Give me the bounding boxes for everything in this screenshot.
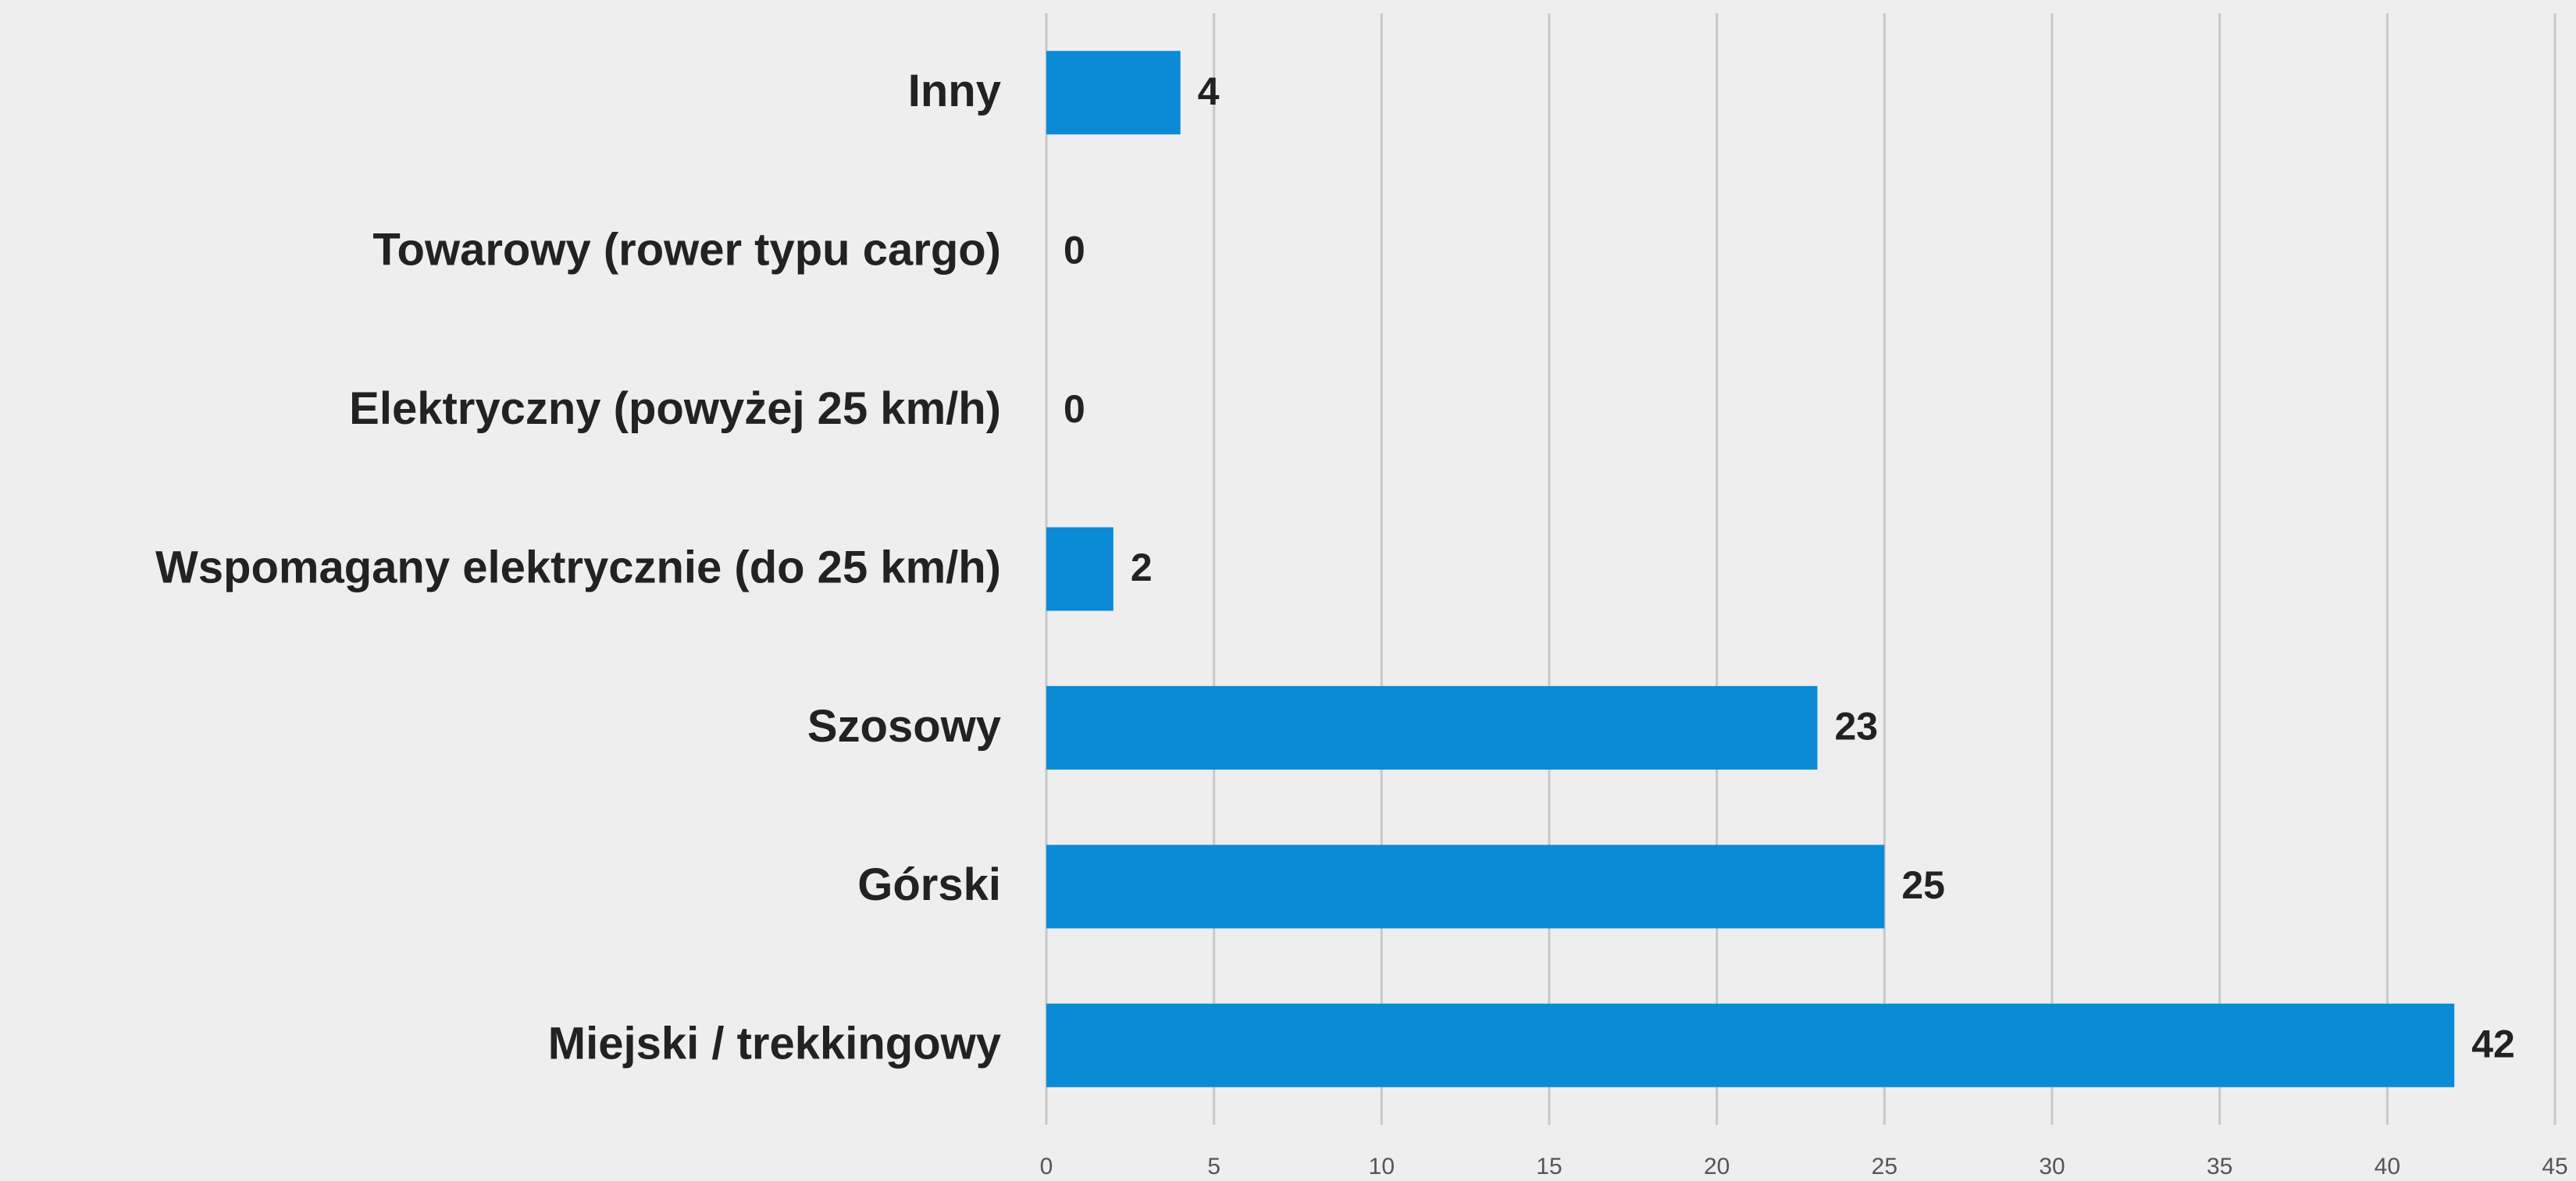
category-label: Miejski / trekkingowy: [548, 1019, 1001, 1069]
x-tick-label: 40: [2375, 1154, 2400, 1179]
value-label: 42: [2471, 1022, 2515, 1065]
category-label: Górski: [857, 859, 1001, 910]
category-label: Towarowy (rower typu cargo): [372, 224, 1001, 275]
bar: [1046, 845, 1885, 929]
bar: [1046, 1003, 2455, 1087]
x-tick-label: 5: [1207, 1154, 1220, 1179]
bar: [1046, 527, 1113, 611]
x-tick-label: 0: [1040, 1154, 1053, 1179]
value-label: 0: [1064, 228, 1085, 272]
category-label: Wspomagany elektrycznie (do 25 km/h): [155, 542, 1001, 592]
x-tick-label: 10: [1369, 1154, 1395, 1179]
value-label: 2: [1131, 546, 1153, 589]
x-tick-label: 25: [1872, 1154, 1897, 1179]
x-tick-label: 35: [2207, 1154, 2232, 1179]
category-label: Elektryczny (powyżej 25 km/h): [349, 383, 1001, 434]
value-label: 23: [1834, 705, 1878, 749]
x-tick-label: 30: [2039, 1154, 2065, 1179]
value-label: 25: [1901, 863, 1945, 907]
x-tick-label: 15: [1536, 1154, 1562, 1179]
value-label: 0: [1064, 387, 1085, 431]
value-label: 4: [1198, 69, 1220, 113]
category-label: Inny: [908, 66, 1001, 116]
bar: [1046, 51, 1181, 135]
x-tick-label: 45: [2542, 1154, 2567, 1179]
bar: [1046, 685, 1818, 770]
category-label: Szosowy: [807, 701, 1001, 752]
x-tick-label: 20: [1704, 1154, 1730, 1179]
